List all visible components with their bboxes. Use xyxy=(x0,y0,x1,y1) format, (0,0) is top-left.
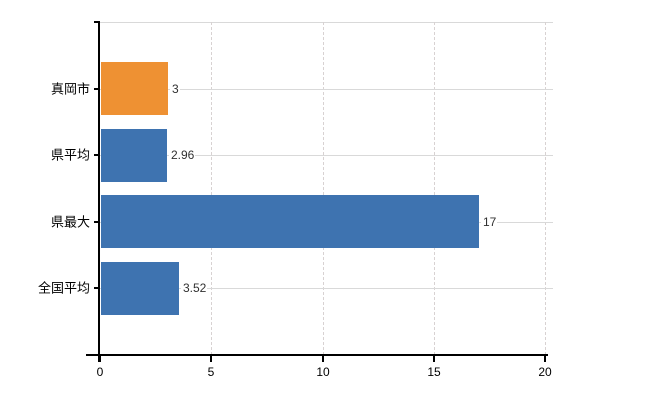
value-label: 3.52 xyxy=(181,281,208,295)
category-tick xyxy=(94,154,100,156)
x-tick-label: 20 xyxy=(538,365,552,379)
value-label: 2.96 xyxy=(169,148,196,162)
bar xyxy=(101,262,179,315)
bar xyxy=(101,129,167,182)
x-tick-label: 0 xyxy=(96,365,104,379)
category-tick xyxy=(94,287,100,289)
value-label: 3 xyxy=(170,82,180,96)
x-axis-tick xyxy=(210,355,212,362)
x-gridline xyxy=(211,22,212,355)
bar xyxy=(101,195,479,248)
x-axis-line xyxy=(86,354,548,356)
category-label: 県平均 xyxy=(50,147,90,163)
value-label: 17 xyxy=(481,215,498,229)
x-gridline xyxy=(434,22,435,355)
x-gridline xyxy=(545,22,546,355)
category-tick xyxy=(94,88,100,90)
category-label: 県最大 xyxy=(50,214,90,230)
x-gridline xyxy=(323,22,324,355)
category-gridline xyxy=(100,288,553,289)
x-tick-label: 5 xyxy=(207,365,215,379)
bar xyxy=(101,62,168,115)
x-axis-tick xyxy=(544,355,546,362)
plot-top-gridline xyxy=(100,22,553,23)
x-tick-label: 15 xyxy=(427,365,441,379)
x-axis-tick xyxy=(433,355,435,362)
category-gridline xyxy=(100,155,553,156)
category-label: 真岡市 xyxy=(50,81,90,97)
category-label: 全国平均 xyxy=(37,280,90,296)
category-gridline xyxy=(100,89,553,90)
x-axis-tick xyxy=(99,355,101,362)
y-axis-top-tick xyxy=(94,21,100,23)
category-tick xyxy=(94,221,100,223)
y-axis-line xyxy=(98,22,100,362)
x-axis-tick xyxy=(322,355,324,362)
x-tick-label: 10 xyxy=(316,365,330,379)
